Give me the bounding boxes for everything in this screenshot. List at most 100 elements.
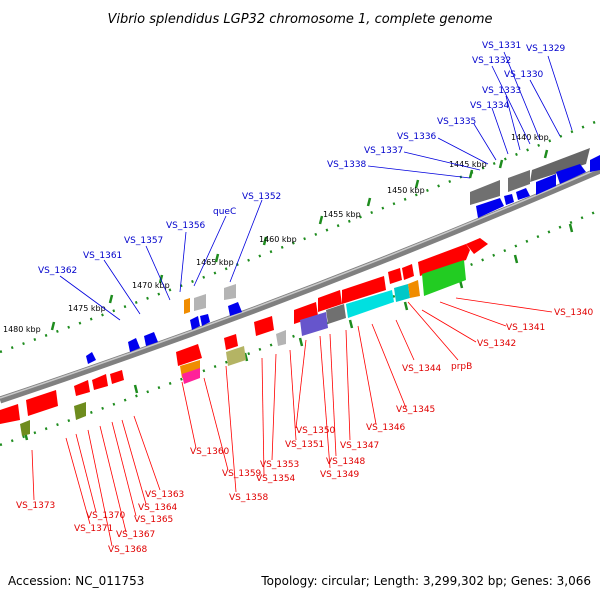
gene-label[interactable]: queC — [213, 207, 236, 217]
gene-block — [74, 402, 86, 420]
gene-label[interactable]: VS_1337 — [364, 146, 403, 156]
gene-label[interactable]: VS_1357 — [124, 236, 163, 246]
gene-block — [530, 148, 590, 182]
gene-block — [300, 312, 328, 336]
gene-arrow — [224, 334, 238, 350]
gene-arrow — [26, 390, 58, 416]
gene-arrow — [342, 276, 386, 304]
gene-label[interactable]: VS_1352 — [242, 192, 281, 202]
kbp-label: 1470 kbp — [132, 281, 170, 290]
top-gene-labels: VS_1329 VS_1330 VS_1331 VS_1332 VS_1333 … — [38, 41, 566, 276]
gene-arrow — [74, 380, 90, 396]
gene-label[interactable]: VS_1336 — [397, 132, 437, 142]
gene-arrow — [388, 268, 402, 284]
gene-block — [422, 260, 466, 296]
gene-arrow — [402, 264, 414, 280]
gene-arrow — [466, 238, 488, 254]
gene-label[interactable]: prpB — [451, 362, 472, 372]
genome-summary: Topology: circular; Length: 3,299,302 bp… — [260, 574, 591, 588]
gene-label[interactable]: VS_1332 — [472, 56, 511, 66]
gene-label[interactable]: VS_1340 — [554, 308, 594, 318]
gene-label[interactable]: VS_1346 — [366, 423, 406, 433]
gene-block — [20, 420, 30, 436]
gene-label[interactable]: VS_1371 — [74, 524, 113, 534]
gene-label[interactable]: VS_1363 — [145, 490, 184, 500]
gene-label[interactable]: VS_1333 — [482, 86, 521, 96]
gene-arrow — [556, 164, 586, 184]
gene-block — [182, 368, 200, 384]
gene-label[interactable]: VS_1354 — [256, 474, 296, 484]
gene-label[interactable]: VS_1362 — [38, 266, 77, 276]
gene-block — [194, 294, 206, 311]
gene-arrow — [0, 404, 20, 424]
kbp-label: 1460 kbp — [259, 235, 297, 244]
leader-lines — [31, 51, 573, 547]
kbp-label: 1465 kbp — [196, 258, 234, 267]
gene-label[interactable]: VS_1359 — [222, 469, 262, 479]
gene-label[interactable]: VS_1367 — [116, 530, 155, 540]
gene-label[interactable]: VS_1365 — [134, 515, 173, 525]
gene-arrow — [294, 302, 318, 324]
gene-arrow — [200, 314, 210, 326]
gene-arrow — [536, 174, 556, 195]
gene-arrow — [176, 344, 202, 366]
gene-arrow — [254, 316, 274, 336]
gene-block — [394, 284, 410, 302]
accession-text: Accession: NC_011753 — [8, 574, 144, 588]
gene-label[interactable]: VS_1338 — [327, 160, 367, 170]
gene-label[interactable]: VS_1361 — [83, 251, 122, 261]
gene-arrow — [110, 370, 124, 384]
kbp-label: 1450 kbp — [387, 186, 425, 195]
map-title: Vibrio splendidus LGP32 chromosome 1, co… — [107, 12, 492, 27]
gene-label[interactable]: VS_1350 — [296, 426, 336, 436]
gene-label[interactable]: VS_1349 — [320, 470, 360, 480]
gene-block — [590, 155, 600, 172]
gene-label[interactable]: VS_1356 — [166, 221, 206, 231]
gene-label[interactable]: VS_1351 — [285, 440, 324, 450]
gene-label[interactable]: VS_1341 — [506, 323, 545, 333]
gene-block — [470, 180, 500, 205]
gene-arrow — [418, 244, 470, 276]
gene-label[interactable]: VS_1334 — [470, 101, 510, 111]
gene-block — [346, 290, 394, 318]
gene-label[interactable]: VS_1373 — [16, 501, 55, 511]
gene-label[interactable]: VS_1345 — [396, 405, 435, 415]
gene-label[interactable]: VS_1353 — [260, 460, 299, 470]
gene-label[interactable]: VS_1342 — [477, 339, 516, 349]
gene-arrow — [504, 194, 514, 205]
gene-block — [224, 284, 236, 300]
gene-label[interactable]: VS_1360 — [190, 447, 230, 457]
gene-arrow — [476, 198, 504, 218]
kbp-label: 1455 kbp — [323, 210, 361, 219]
kbp-label: 1440 kbp — [511, 133, 549, 142]
gene-label[interactable]: VS_1368 — [108, 545, 148, 555]
bottom-strand-features — [0, 238, 488, 436]
kbp-labels: 1440 kbp 1445 kbp 1450 kbp 1455 kbp 1460… — [3, 133, 549, 334]
gene-label[interactable]: VS_1330 — [504, 70, 544, 80]
gene-label[interactable]: VS_1335 — [437, 117, 476, 127]
gene-label[interactable]: VS_1347 — [340, 441, 379, 451]
bottom-gene-labels: VS_1340 VS_1341 VS_1342 prpB VS_1344 VS_… — [16, 308, 594, 555]
gene-label[interactable]: VS_1331 — [482, 41, 521, 51]
kbp-label: 1475 kbp — [68, 304, 106, 313]
gene-label[interactable]: VS_1344 — [402, 364, 442, 374]
kbp-label: 1480 kbp — [3, 325, 41, 334]
gene-arrow — [92, 374, 108, 390]
gene-label[interactable]: VS_1358 — [229, 493, 269, 503]
gene-label[interactable]: VS_1364 — [138, 503, 178, 513]
gene-label[interactable]: VS_1348 — [326, 457, 366, 467]
gene-block — [226, 346, 246, 366]
chromosome-backbone — [0, 166, 600, 404]
gene-label[interactable]: VS_1329 — [526, 44, 566, 54]
gene-arrow — [86, 352, 96, 364]
kbp-label: 1445 kbp — [449, 160, 487, 169]
gene-block — [408, 280, 420, 298]
gene-label[interactable]: VS_1370 — [86, 511, 126, 521]
gene-arrow — [516, 188, 530, 200]
gene-arrow — [318, 290, 342, 312]
top-strand-features — [86, 148, 600, 364]
inner-ruler — [0, 208, 600, 447]
gene-arrow — [144, 332, 158, 346]
gene-arrow — [128, 338, 140, 352]
